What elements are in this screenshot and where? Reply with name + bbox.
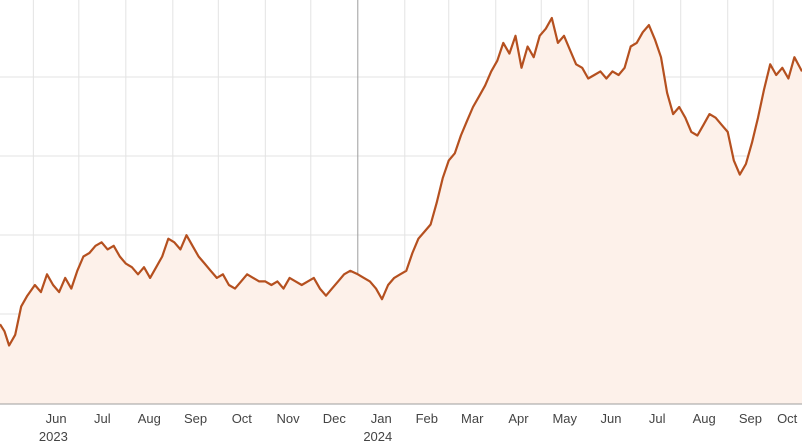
x-tick-label: Jan <box>371 411 392 426</box>
x-tick-label: Jul <box>649 411 666 426</box>
x-tick-label: Nov <box>276 411 300 426</box>
x-tick-label: Sep <box>184 411 207 426</box>
x-tick-label: Jul <box>94 411 111 426</box>
x-axis-ticks: Jun Jul Aug Sep Oct Nov Dec Jan Feb Mar Apr May Jun J… <box>39 411 798 444</box>
x-tick-label: Oct <box>777 411 798 426</box>
year-label: 2023 <box>39 429 68 444</box>
series-area-fill <box>0 18 802 404</box>
x-tick-label: May <box>552 411 577 426</box>
x-tick-label: Oct <box>232 411 253 426</box>
x-tick-label: Aug <box>138 411 161 426</box>
x-tick-label: Feb <box>416 411 438 426</box>
series-line <box>0 16 802 347</box>
x-tick-label: Apr <box>508 411 529 426</box>
x-tick-label: Dec <box>323 411 347 426</box>
x-tick-label: Aug <box>693 411 716 426</box>
x-tick-label: Jun <box>46 411 67 426</box>
x-tick-label: Mar <box>461 411 484 426</box>
year-label: 2024 <box>363 429 392 444</box>
x-tick-label: Sep <box>739 411 762 426</box>
x-tick-label: Jun <box>600 411 621 426</box>
